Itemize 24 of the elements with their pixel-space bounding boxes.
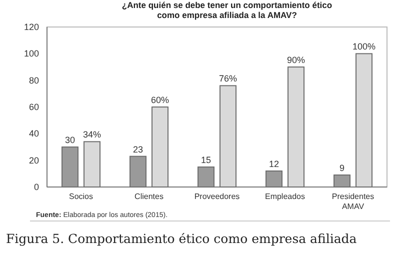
data-label: 100% xyxy=(352,42,376,52)
text: Figura 5. Comportamiento ético como empresa afiliada xyxy=(6,231,358,246)
data-label: 30 xyxy=(64,135,76,145)
data-label: 90% xyxy=(286,55,306,65)
y-tick-label: 60 xyxy=(28,102,39,112)
y-tick-label: 100 xyxy=(24,48,39,59)
y-tick-label: 20 xyxy=(28,155,39,166)
data-label: 12 xyxy=(268,159,280,169)
data-label: 60% xyxy=(150,95,170,105)
x-tick-label: Socios xyxy=(68,192,94,201)
x-tick-label: Empleados xyxy=(264,192,306,201)
chart-title: ¿Ante quién se debe tener un comportamiento ético como empresa afiliada a la AMAV? xyxy=(122,0,332,20)
y-tick-label: 120 xyxy=(24,22,39,32)
data-label: 23 xyxy=(132,144,144,154)
x-tick-label: Clientes xyxy=(134,192,164,201)
data-label: 9 xyxy=(339,163,345,173)
y-tick-label: 40 xyxy=(28,128,39,139)
data-label: 15 xyxy=(200,155,212,165)
x-tick-label: Presidentes AMAV xyxy=(332,192,374,211)
y-tick-label: 0 xyxy=(34,182,39,192)
x-tick-label: Proveedores xyxy=(194,192,240,201)
y-tick-label: 80 xyxy=(28,75,39,86)
data-label: 34% xyxy=(82,130,102,140)
data-label: 76% xyxy=(218,74,238,84)
